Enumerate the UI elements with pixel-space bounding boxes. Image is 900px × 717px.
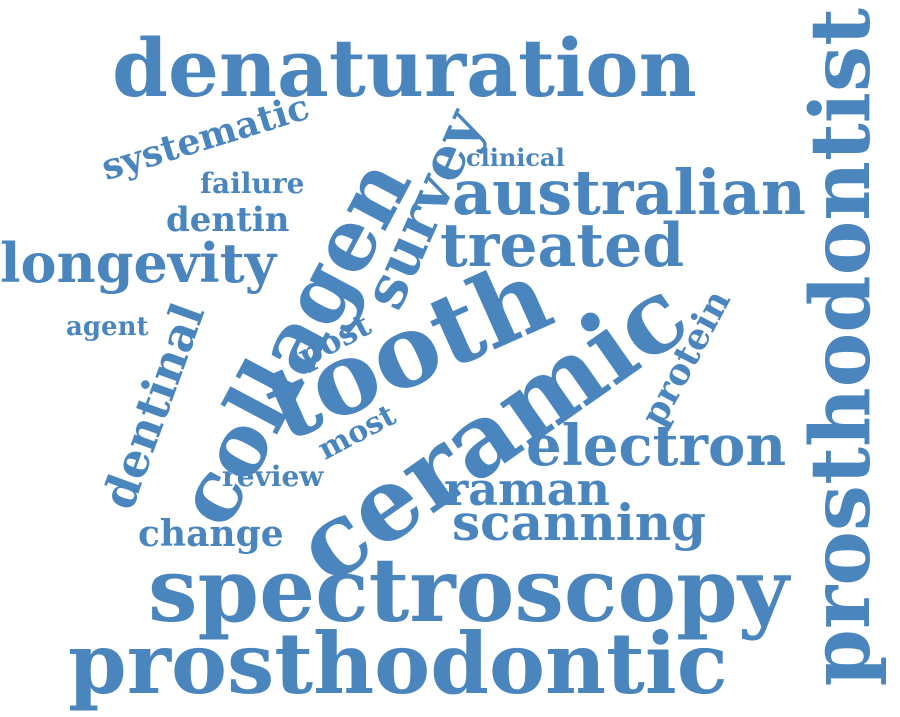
word-failure: failure bbox=[200, 167, 305, 200]
word-electron: electron bbox=[526, 413, 787, 479]
word-dentin: dentin bbox=[166, 200, 290, 240]
word-clinical: clinical bbox=[466, 143, 565, 172]
word-prosthodontic: prosthodontic bbox=[68, 614, 728, 713]
word-longevity: longevity bbox=[0, 231, 277, 295]
word-denaturation: denaturation bbox=[112, 21, 697, 115]
word-treated: treated bbox=[440, 211, 685, 281]
word-raman: raman bbox=[444, 462, 610, 516]
word-scanning: scanning bbox=[452, 493, 707, 552]
word-spectroscopy: spectroscopy bbox=[148, 538, 789, 642]
word-change: change bbox=[138, 513, 284, 555]
word-australian: australian bbox=[452, 156, 806, 229]
word-prosthodontist: prosthodontist bbox=[793, 8, 889, 687]
word-review: review bbox=[222, 460, 324, 493]
word-agent: agent bbox=[66, 312, 149, 342]
